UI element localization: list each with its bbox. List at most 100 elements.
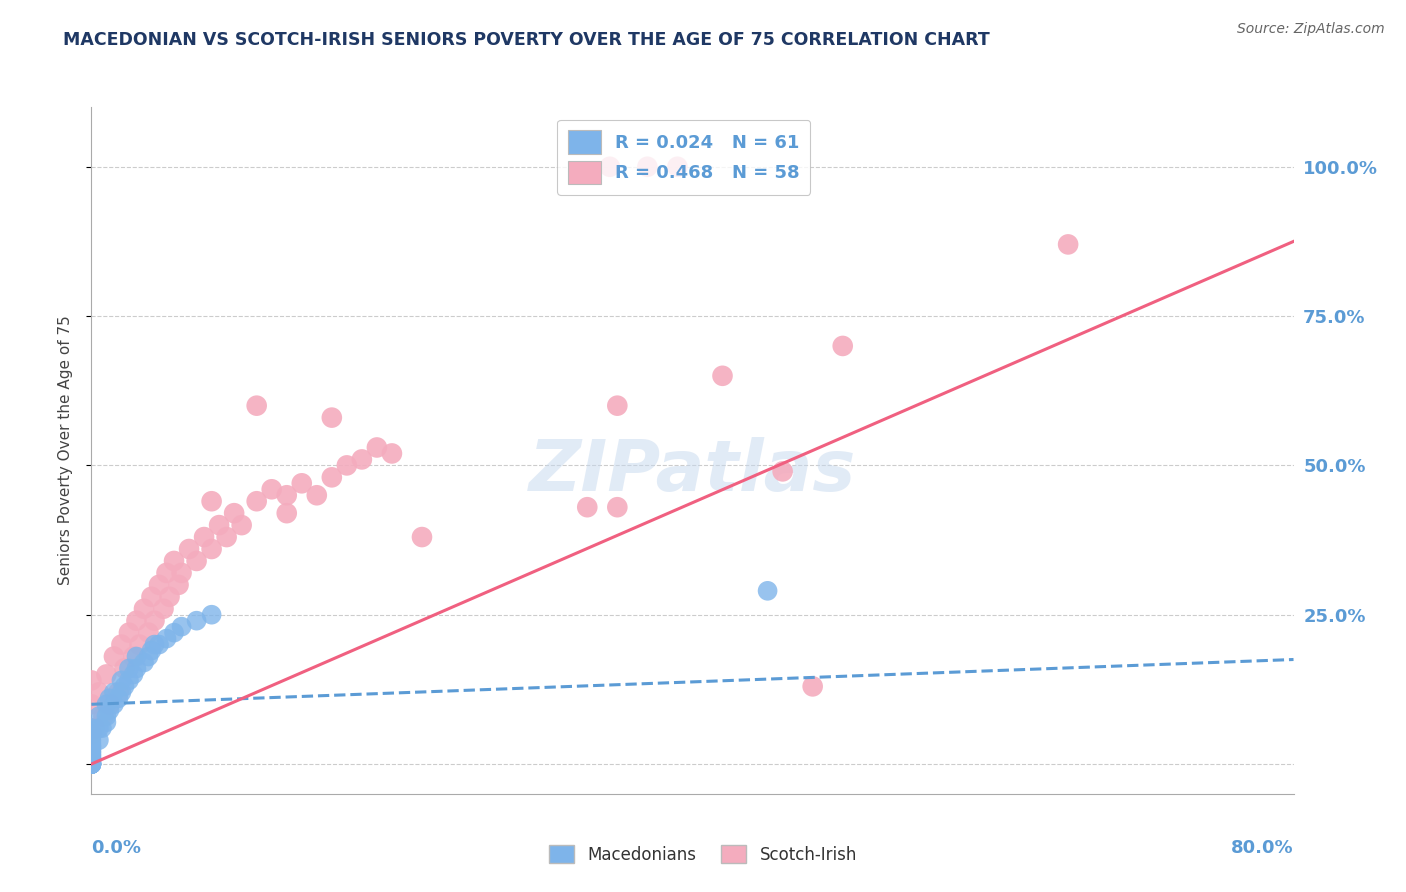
Point bbox=[606, 500, 628, 515]
Point bbox=[291, 476, 314, 491]
Point bbox=[193, 530, 215, 544]
Text: 0.0%: 0.0% bbox=[91, 838, 142, 856]
Point bbox=[80, 754, 103, 768]
Point bbox=[87, 721, 110, 735]
Point bbox=[96, 698, 118, 712]
Point bbox=[599, 160, 621, 174]
Point bbox=[125, 649, 148, 664]
Point bbox=[80, 757, 103, 772]
Point bbox=[80, 747, 103, 762]
Point bbox=[276, 488, 298, 502]
Point bbox=[201, 607, 224, 622]
Point bbox=[276, 506, 298, 520]
Point bbox=[756, 583, 779, 598]
Point bbox=[80, 751, 103, 765]
Point bbox=[80, 751, 103, 765]
Point bbox=[224, 506, 246, 520]
Point bbox=[80, 754, 103, 768]
Point bbox=[80, 757, 103, 772]
Point bbox=[98, 703, 121, 717]
Y-axis label: Seniors Poverty Over the Age of 75: Seniors Poverty Over the Age of 75 bbox=[58, 316, 73, 585]
Point bbox=[208, 518, 231, 533]
Point bbox=[138, 625, 160, 640]
Point bbox=[110, 685, 132, 699]
Point bbox=[155, 632, 177, 646]
Point bbox=[231, 518, 253, 533]
Point bbox=[336, 458, 359, 473]
Point bbox=[98, 691, 121, 706]
Point bbox=[125, 661, 148, 675]
Point bbox=[80, 757, 103, 772]
Point bbox=[103, 649, 125, 664]
Point bbox=[80, 721, 103, 735]
Point bbox=[87, 685, 110, 699]
Point bbox=[80, 742, 103, 756]
Point bbox=[80, 757, 103, 772]
Legend: Macedonians, Scotch-Irish: Macedonians, Scotch-Irish bbox=[543, 838, 863, 871]
Point bbox=[201, 541, 224, 556]
Point bbox=[141, 590, 163, 604]
Point bbox=[93, 709, 115, 723]
Point bbox=[80, 727, 103, 741]
Point bbox=[80, 698, 103, 712]
Point bbox=[163, 625, 186, 640]
Point bbox=[80, 736, 103, 750]
Point bbox=[381, 446, 404, 460]
Point bbox=[128, 638, 150, 652]
Point bbox=[80, 757, 103, 772]
Point bbox=[201, 494, 224, 508]
Text: MACEDONIAN VS SCOTCH-IRISH SENIORS POVERTY OVER THE AGE OF 75 CORRELATION CHART: MACEDONIAN VS SCOTCH-IRISH SENIORS POVER… bbox=[63, 31, 990, 49]
Point bbox=[350, 452, 373, 467]
Point bbox=[606, 399, 628, 413]
Point bbox=[80, 757, 103, 772]
Point bbox=[103, 685, 125, 699]
Point bbox=[711, 368, 734, 383]
Point bbox=[177, 541, 200, 556]
Point bbox=[321, 470, 343, 484]
Point bbox=[246, 399, 269, 413]
Point bbox=[87, 709, 110, 723]
Point bbox=[772, 464, 794, 478]
Point bbox=[114, 679, 136, 693]
Point bbox=[80, 757, 103, 772]
Point bbox=[246, 494, 269, 508]
Point bbox=[801, 679, 824, 693]
Point bbox=[83, 721, 105, 735]
Point bbox=[260, 483, 283, 497]
Point bbox=[80, 745, 103, 759]
Point bbox=[305, 488, 328, 502]
Point bbox=[576, 500, 599, 515]
Point bbox=[80, 673, 103, 688]
Point bbox=[170, 566, 193, 580]
Point bbox=[80, 739, 103, 753]
Point bbox=[87, 733, 110, 747]
Point bbox=[132, 601, 155, 615]
Text: 80.0%: 80.0% bbox=[1230, 838, 1294, 856]
Point bbox=[107, 685, 129, 699]
Point bbox=[103, 698, 125, 712]
Point bbox=[80, 754, 103, 768]
Point bbox=[96, 709, 118, 723]
Point bbox=[636, 160, 658, 174]
Legend: R = 0.024   N = 61, R = 0.468   N = 58: R = 0.024 N = 61, R = 0.468 N = 58 bbox=[557, 120, 810, 194]
Point bbox=[366, 441, 388, 455]
Point bbox=[122, 649, 145, 664]
Point bbox=[80, 757, 103, 772]
Point bbox=[122, 667, 145, 681]
Point bbox=[666, 160, 689, 174]
Point bbox=[80, 747, 103, 762]
Point bbox=[80, 757, 103, 772]
Point bbox=[80, 739, 103, 753]
Point bbox=[155, 566, 177, 580]
Point bbox=[831, 339, 853, 353]
Point bbox=[80, 742, 103, 756]
Point bbox=[96, 715, 118, 730]
Point bbox=[152, 601, 174, 615]
Point bbox=[143, 638, 166, 652]
Point bbox=[118, 625, 141, 640]
Point bbox=[80, 757, 103, 772]
Point bbox=[110, 673, 132, 688]
Point bbox=[167, 578, 190, 592]
Point bbox=[143, 614, 166, 628]
Text: ZIPatlas: ZIPatlas bbox=[529, 436, 856, 506]
